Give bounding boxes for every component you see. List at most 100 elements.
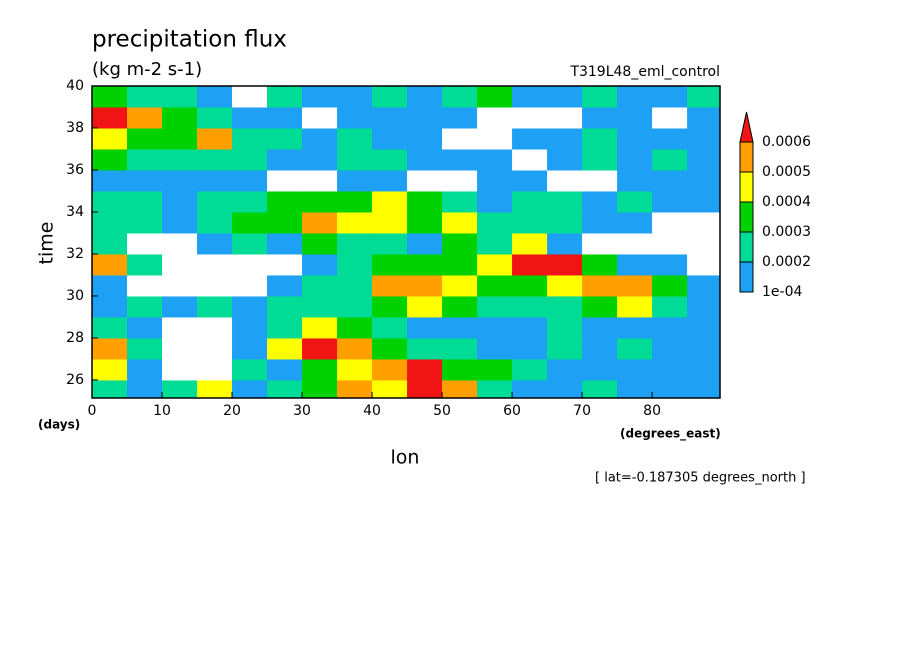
field-cell bbox=[477, 274, 513, 297]
field-cell bbox=[92, 106, 128, 129]
field-cell bbox=[407, 127, 443, 150]
colorbar-label: 0.0003 bbox=[762, 224, 811, 240]
y-axis-label: time bbox=[36, 222, 58, 265]
field-cell bbox=[197, 211, 233, 234]
field-cell bbox=[547, 169, 583, 192]
field-cell bbox=[477, 211, 513, 234]
field-cell bbox=[127, 358, 163, 381]
field-cell bbox=[232, 316, 268, 339]
field-cell bbox=[92, 127, 128, 150]
field-cell bbox=[302, 358, 338, 381]
field-cell bbox=[162, 232, 198, 255]
field-cell bbox=[127, 190, 163, 213]
field-cell bbox=[407, 316, 443, 339]
field-cell bbox=[232, 106, 268, 129]
field-cell bbox=[337, 232, 373, 255]
field-cell bbox=[267, 148, 303, 171]
x-axis-label: lon bbox=[391, 447, 420, 469]
y-tick-label: 38 bbox=[66, 120, 84, 136]
y-tick-label: 34 bbox=[66, 204, 84, 220]
field-cell bbox=[477, 190, 513, 213]
field-cell bbox=[547, 127, 583, 150]
field-cell bbox=[232, 127, 268, 150]
field-cell bbox=[687, 106, 720, 129]
field-cell bbox=[442, 295, 478, 318]
colorbar-box bbox=[739, 231, 754, 263]
field-cell bbox=[582, 232, 618, 255]
field-cell bbox=[337, 86, 373, 108]
field-cell bbox=[547, 253, 583, 276]
field-cell bbox=[582, 316, 618, 339]
field-cell bbox=[652, 211, 688, 234]
x-tick-label: 50 bbox=[433, 403, 451, 419]
field-cell bbox=[267, 106, 303, 129]
field-cell bbox=[477, 337, 513, 360]
field-cell bbox=[407, 358, 443, 381]
field-cell bbox=[337, 148, 373, 171]
field-cell bbox=[302, 274, 338, 297]
y-tick-label: 30 bbox=[66, 288, 84, 304]
field-cell bbox=[197, 86, 233, 108]
field-cell bbox=[442, 358, 478, 381]
y-tick-label: 40 bbox=[66, 78, 84, 94]
x-tick-label: 40 bbox=[363, 403, 381, 419]
field-cell bbox=[652, 274, 688, 297]
field-cell bbox=[302, 106, 338, 129]
field-cell bbox=[512, 358, 548, 381]
y-units: (days) bbox=[38, 418, 80, 432]
field-cell bbox=[687, 86, 720, 108]
field-cell bbox=[477, 169, 513, 192]
colorbar-label: 0.0005 bbox=[762, 164, 811, 180]
colorbar-box bbox=[739, 171, 754, 203]
field-cell bbox=[162, 169, 198, 192]
field-cell bbox=[547, 211, 583, 234]
field-cell bbox=[617, 295, 653, 318]
field-cell bbox=[617, 106, 653, 129]
field-cell bbox=[302, 379, 338, 398]
field-cell bbox=[547, 295, 583, 318]
field-cell bbox=[127, 379, 163, 398]
field-cell bbox=[232, 274, 268, 297]
field-cell bbox=[337, 211, 373, 234]
run-label: T319L48_eml_control bbox=[569, 64, 720, 80]
field-cell bbox=[652, 316, 688, 339]
field-cell bbox=[442, 148, 478, 171]
field-cell bbox=[407, 337, 443, 360]
field-cell bbox=[512, 106, 548, 129]
colorbar-box bbox=[739, 261, 754, 293]
field-cell bbox=[232, 253, 268, 276]
field-cell bbox=[302, 148, 338, 171]
field-cell bbox=[582, 148, 618, 171]
field-cell bbox=[267, 316, 303, 339]
field-cell bbox=[162, 295, 198, 318]
field-cell bbox=[197, 253, 233, 276]
x-units: (degrees_east) bbox=[620, 427, 721, 442]
field-cell bbox=[512, 190, 548, 213]
field-cell bbox=[337, 316, 373, 339]
field-cell bbox=[617, 211, 653, 234]
colorbar-label: 0.0006 bbox=[762, 134, 811, 150]
field-cell bbox=[127, 232, 163, 255]
field-cell bbox=[582, 274, 618, 297]
field-cell bbox=[687, 379, 720, 398]
field-cell bbox=[687, 316, 720, 339]
field-cell bbox=[302, 86, 338, 108]
field-cell bbox=[477, 106, 513, 129]
field-cell bbox=[477, 127, 513, 150]
field-cell bbox=[652, 127, 688, 150]
field-cell bbox=[372, 358, 408, 381]
field-cell bbox=[92, 232, 128, 255]
plot-frame bbox=[91, 85, 721, 399]
field-cell bbox=[302, 190, 338, 213]
field-cell bbox=[372, 253, 408, 276]
x-tick-label: 20 bbox=[223, 403, 241, 419]
field-cell bbox=[547, 232, 583, 255]
field-cell bbox=[687, 253, 720, 276]
field-cell bbox=[407, 169, 443, 192]
field-cell bbox=[617, 86, 653, 108]
field-cell bbox=[197, 169, 233, 192]
field-cell bbox=[687, 274, 720, 297]
field-cell bbox=[127, 169, 163, 192]
field-cell bbox=[162, 148, 198, 171]
x-tick-label: 30 bbox=[293, 403, 311, 419]
